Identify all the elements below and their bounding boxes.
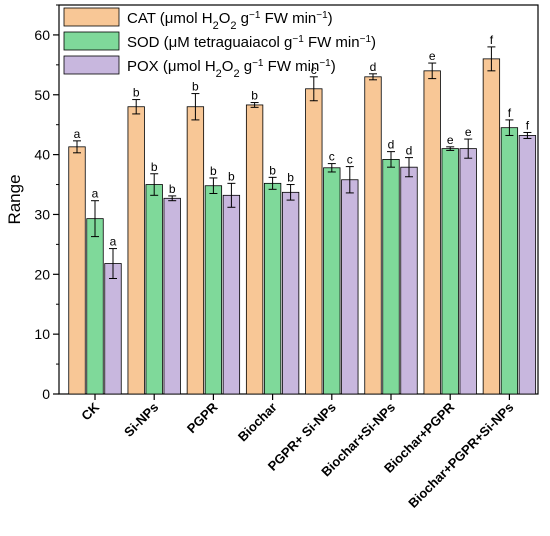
legend-item-cat: CAT (μmol H2O2 g−1 FW min−1) [63, 7, 333, 33]
bar-group-sod: b [145, 160, 163, 395]
significance-letter: b [169, 182, 176, 196]
x-category-label: Si-NPs [121, 400, 161, 440]
bar-pox [400, 166, 418, 395]
bar-group-cat: b [186, 80, 205, 395]
bar-group-pox: b [281, 171, 300, 395]
y-axis-title: Range [5, 174, 24, 224]
bar-pox [459, 148, 477, 395]
bar-sod [145, 184, 163, 395]
bar-cat [423, 70, 441, 395]
significance-letter: b [133, 86, 140, 100]
significance-letter: f [508, 106, 512, 120]
bar-cat [305, 88, 323, 395]
x-category-label: Biochar+PGPR+Si-NPs [405, 400, 516, 511]
y-tick-label: 30 [34, 206, 50, 222]
bar-group-pox: a [104, 235, 122, 395]
y-tick-label: 40 [34, 147, 50, 163]
bar-pox [163, 197, 181, 395]
bar-pox [518, 135, 537, 395]
significance-letter: a [110, 235, 117, 249]
y-tick-label: 10 [34, 326, 50, 342]
significance-letter: c [347, 153, 353, 167]
bar-group-pox: d [400, 144, 418, 395]
y-tick-label: 0 [42, 386, 50, 402]
significance-letter: a [74, 127, 81, 141]
bar-group-sod: c [323, 150, 341, 395]
bar-cat [245, 104, 264, 395]
bar-group-sod: d [382, 138, 400, 395]
significance-letter: b [251, 89, 258, 103]
legend-swatch [63, 7, 120, 27]
significance-letter: c [329, 150, 335, 164]
y-tick-label: 20 [34, 266, 50, 282]
bar-group-pox: b [222, 169, 241, 395]
bar-pox [281, 191, 300, 395]
legend-item-sod: SOD (μM tetraguaiacol g−1 FW min−1) [63, 31, 376, 52]
significance-letter: b [228, 169, 235, 183]
bar-cat [68, 146, 86, 395]
significance-letter: f [526, 118, 530, 132]
x-category-label: Biochar [235, 400, 280, 445]
y-tick-label: 50 [34, 87, 50, 103]
bar-group-pox: c [341, 153, 359, 395]
significance-letter: b [287, 171, 294, 185]
legend-swatch [63, 55, 120, 75]
significance-letter: b [192, 80, 199, 94]
significance-letter: b [269, 163, 276, 177]
bar-pox [341, 179, 359, 395]
bar-group-cat: c [305, 63, 323, 395]
bar-group-sod: e [441, 133, 459, 395]
bar-sod [86, 218, 104, 395]
bar-pox [222, 194, 241, 395]
bar-group-cat: a [68, 127, 86, 395]
significance-letter: e [465, 125, 472, 139]
x-category-label: PGPR [184, 399, 221, 436]
bar-group-cat: e [423, 49, 441, 395]
y-axis: 0 10 20 30 40 50 60 [34, 4, 59, 402]
bar-sod [382, 159, 400, 395]
bar-sod [204, 185, 223, 395]
bar-cat [482, 58, 501, 395]
significance-letter: a [92, 187, 99, 201]
significance-letter: e [447, 133, 454, 147]
bar-group-cat: d [364, 60, 382, 395]
bar-group-cat: f [482, 33, 501, 395]
bar-group-sod: b [263, 163, 282, 395]
bar-sod [500, 127, 519, 395]
bar-cat [127, 106, 145, 395]
bar-group-cat: b [127, 86, 145, 395]
legend-label: SOD (μM tetraguaiacol g−1 FW min−1) [127, 34, 376, 52]
bar-group-sod: b [204, 164, 223, 395]
significance-letter: f [490, 33, 494, 47]
bar-pox [104, 263, 122, 395]
bar-group-pox: b [163, 182, 181, 395]
x-category-label: CK [78, 399, 102, 423]
significance-letter: b [151, 160, 158, 174]
bar-sod [263, 182, 282, 395]
legend-label: CAT (μmol H2O2 g−1 FW min−1) [127, 10, 333, 33]
significance-letter: d [370, 60, 377, 74]
bar-group-pox: e [459, 125, 477, 395]
legend-label: POX (μmol H2O2 g−1 FW min−1) [127, 58, 336, 81]
y-tick-label: 60 [34, 27, 50, 43]
legend-item-pox: POX (μmol H2O2 g−1 FW min−1) [63, 55, 336, 81]
bar-group-sod: f [500, 106, 519, 395]
legend: CAT (μmol H2O2 g−1 FW min−1)SOD (μM tetr… [63, 7, 376, 81]
legend-swatch [63, 31, 120, 51]
bar-group-cat: b [245, 89, 264, 395]
significance-letter: d [406, 144, 413, 158]
significance-letter: c [311, 63, 317, 77]
significance-letter: e [429, 49, 436, 63]
bar-group-pox: f [518, 118, 537, 395]
bar-cat [186, 106, 205, 395]
significance-letter: d [388, 138, 395, 152]
bar-sod [441, 148, 459, 395]
significance-letter: b [210, 164, 217, 178]
bar-sod [323, 167, 341, 395]
bar-cat [364, 76, 382, 395]
bar-group-sod: a [86, 187, 104, 395]
